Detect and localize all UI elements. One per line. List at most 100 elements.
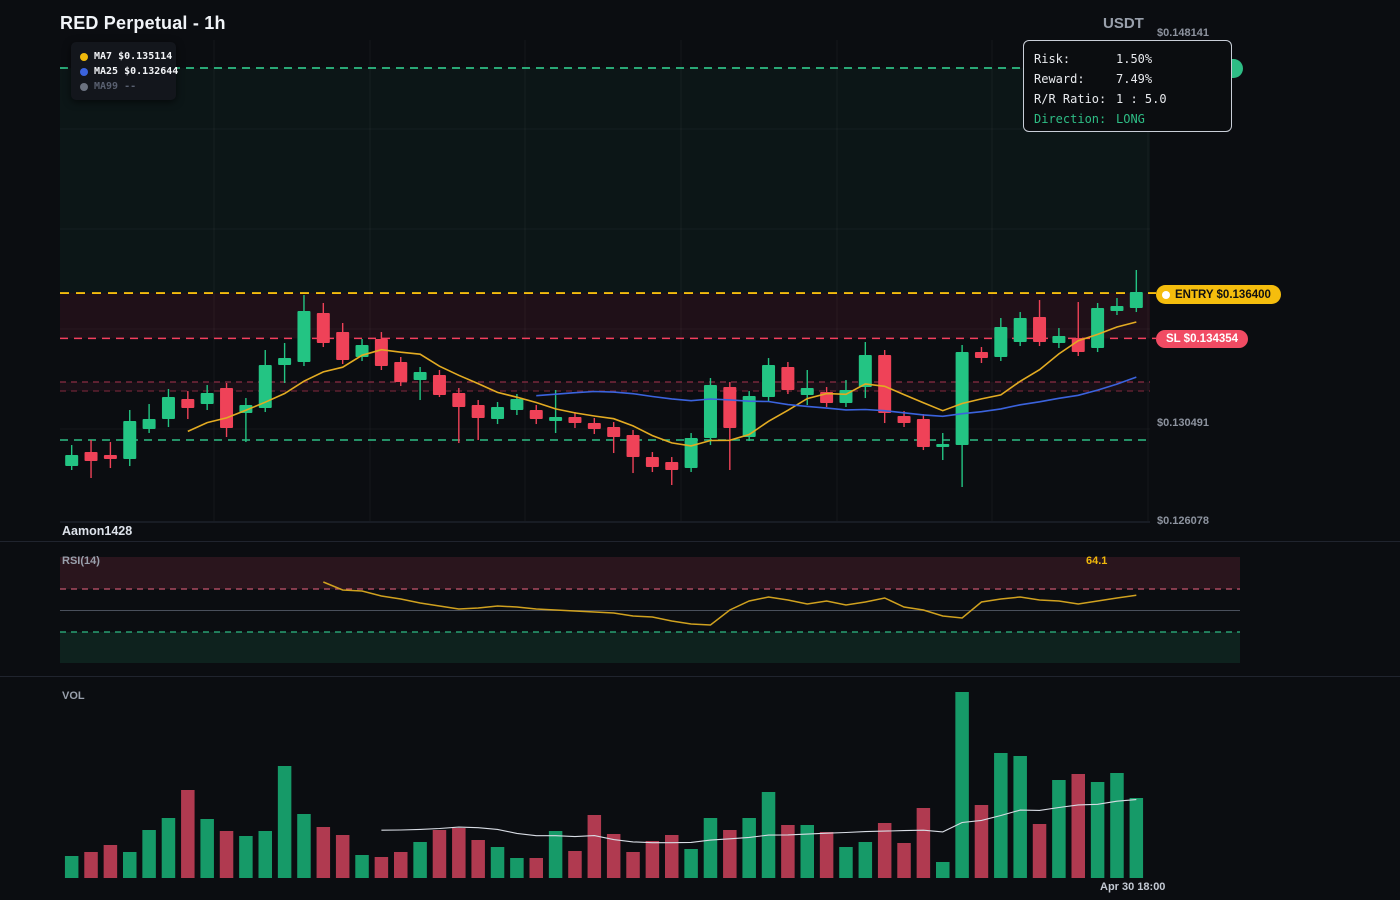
volume-bar	[258, 831, 272, 878]
candle-body	[936, 444, 950, 448]
risk-row: Risk: 1.50%	[1034, 52, 1153, 66]
candle-body	[645, 457, 659, 468]
volume-bar	[84, 852, 98, 878]
volume-bar	[239, 836, 253, 878]
volume-bar	[1013, 756, 1027, 878]
volume-bar	[432, 830, 447, 878]
volume-bar	[897, 843, 911, 878]
volume-bar	[64, 856, 79, 878]
candle-body	[413, 372, 427, 381]
candle-body	[374, 339, 388, 367]
candle-body	[1110, 306, 1124, 312]
entry-price-badge[interactable]: ENTRY $0.136400	[1156, 285, 1281, 304]
volume-bar	[606, 834, 621, 878]
volume-bar	[529, 858, 543, 878]
page-title: RED Perpetual - 1h	[60, 13, 226, 33]
volume-bar	[974, 805, 989, 878]
ma99-legend-row: MA99 --	[80, 79, 167, 94]
candle-body	[529, 410, 543, 420]
candle-body	[1091, 308, 1105, 349]
volume-bar	[626, 852, 640, 878]
candle-body	[394, 362, 408, 383]
volume-bar	[703, 818, 718, 878]
candle-body	[278, 358, 292, 366]
volume-bar	[413, 842, 427, 878]
volume-bar	[548, 831, 563, 878]
volume-bar	[297, 814, 311, 878]
volume-bar	[200, 819, 214, 878]
candle-body	[220, 388, 234, 429]
candle-body	[781, 367, 795, 391]
candle-body	[665, 462, 679, 471]
volume-bar	[490, 847, 505, 878]
rsi-current-value: 64.1	[1086, 555, 1108, 567]
candle-body	[65, 455, 79, 467]
volume-bar	[800, 825, 814, 878]
candle-body	[762, 365, 776, 398]
volume-bar	[1052, 780, 1066, 878]
price-axis-label-top: $0.148141	[1157, 26, 1209, 39]
username-watermark: Aamon1428	[62, 524, 133, 538]
volume-bar	[471, 840, 485, 878]
stop-loss-badge[interactable]: SL $0.134354	[1156, 330, 1249, 348]
candle-body	[200, 393, 214, 405]
ma99-name: MA99	[94, 81, 119, 92]
volume-bar	[1090, 782, 1105, 878]
candle-body	[316, 313, 330, 344]
ma7-line	[187, 321, 1137, 447]
volume-bar	[858, 842, 873, 878]
candle-body	[742, 396, 756, 438]
volume-bar	[219, 831, 234, 878]
candle-body	[723, 387, 737, 429]
price-axis-label-bottom: $0.126078	[1157, 515, 1209, 528]
candle-body	[142, 419, 156, 430]
volume-ma-line	[381, 799, 1137, 844]
ma25-legend-row: MA25 $0.132644	[80, 64, 178, 79]
rr-ratio-row: R/R Ratio: 1 : 5.0	[1034, 92, 1167, 106]
volume-bar	[916, 808, 931, 878]
volume-bar	[839, 847, 853, 878]
candle-body	[491, 407, 505, 420]
volume-bar	[568, 851, 582, 878]
volume-bar	[955, 692, 969, 878]
candle-body	[432, 375, 446, 396]
volume-bar	[335, 835, 350, 878]
candle-body	[297, 311, 311, 363]
price-axis-label-mid: $0.130491	[1157, 417, 1209, 430]
panel-divider-volume	[0, 676, 1400, 677]
candle-body	[161, 397, 175, 420]
quote-currency-label: USDT	[1103, 15, 1144, 32]
candle-body	[336, 332, 350, 361]
volume-bar	[1110, 773, 1124, 878]
volume-bar	[819, 832, 834, 878]
ma99-value: --	[124, 81, 137, 92]
candle-body	[1071, 338, 1085, 353]
reward-value: 7.49%	[1116, 72, 1153, 86]
direction-row: Direction: LONG	[1034, 112, 1145, 126]
ma99-dot-icon	[80, 82, 88, 91]
volume-bar	[936, 862, 950, 878]
candle-body	[452, 393, 466, 408]
ma7-name: MA7	[94, 51, 113, 62]
volume-bar	[723, 830, 737, 878]
candle-body	[800, 388, 814, 396]
candle-body	[897, 416, 911, 424]
volume-bar	[123, 852, 137, 878]
candle-body	[568, 417, 582, 424]
candle-body	[607, 427, 621, 438]
volume-bar	[103, 845, 118, 878]
candle-body	[974, 352, 988, 359]
candle-body	[258, 365, 272, 409]
volume-bar	[587, 815, 602, 878]
ma25-dot-icon	[80, 67, 88, 76]
candle-body	[1129, 292, 1143, 309]
rsi-panel-label: RSI(14)	[62, 555, 100, 567]
entry-badge-label: ENTRY $0.136400	[1175, 288, 1271, 301]
volume-panel-label: VOL	[62, 690, 85, 702]
volume-bar	[452, 828, 466, 878]
risk-reward-tooltip: Risk: 1.50% Reward: 7.49% R/R Ratio: 1 :…	[1023, 40, 1232, 132]
candle-body	[878, 355, 892, 414]
candle-body	[587, 423, 601, 430]
